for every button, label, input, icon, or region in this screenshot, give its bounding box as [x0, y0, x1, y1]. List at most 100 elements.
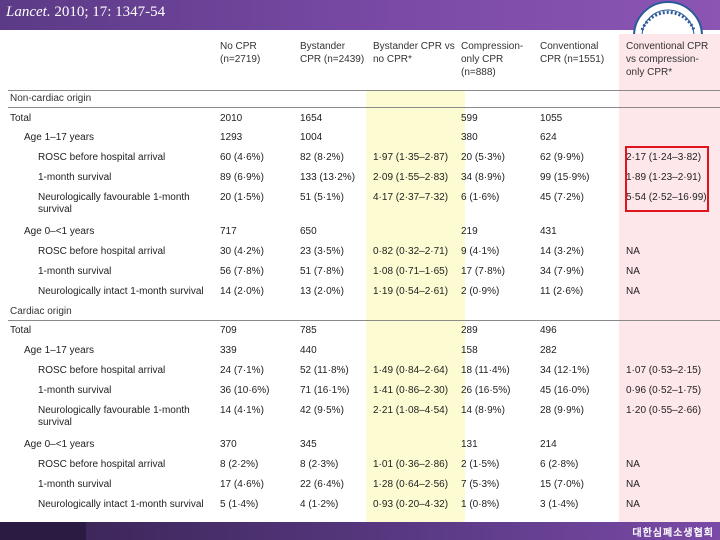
table-cell: 709 [220, 325, 237, 336]
table-cell: 380 [461, 132, 478, 143]
table-cell: 51 (7·8%) [300, 266, 344, 277]
table-cell: 20 (5·3%) [461, 152, 505, 163]
table-cell: 650 [300, 226, 317, 237]
section-header-cardiac: Cardiac origin [10, 306, 72, 317]
table-cell: 45 (7·2%) [540, 192, 584, 203]
section-header-noncardiac: Non-cardiac origin [10, 93, 92, 104]
table-cell: 2010 [220, 113, 243, 124]
section-rule [8, 107, 720, 108]
table-cell: 14 (4·1%) [220, 405, 264, 416]
highlight-conventional-vs-compression [619, 34, 720, 522]
table-row: ROSC before hospital arrival 30 (4·2%) 23 … [8, 245, 720, 259]
table-cell: 34 (7·9%) [540, 266, 584, 277]
row-label: Age 0–<1 years [24, 226, 95, 237]
table-cell: 17 (7·8%) [461, 266, 505, 277]
table-cell: 15 (7·0%) [540, 479, 584, 490]
table-cell: 34 (8·9%) [461, 172, 505, 183]
table-cell: 71 (16·1%) [300, 385, 350, 396]
table-cell: 14 (2·0%) [220, 286, 264, 297]
table-cell: 0·96 (0·52–1·75) [626, 385, 702, 396]
row-label: Age 1–17 years [24, 345, 95, 356]
table-cell: NA [626, 246, 640, 257]
header-rule [8, 90, 720, 91]
table-cell: 7 (5·3%) [461, 479, 500, 490]
table-cell: 1654 [300, 113, 323, 124]
table-cell: 1293 [220, 132, 243, 143]
table-cell: 131 [461, 439, 478, 450]
footer-block [0, 522, 86, 540]
table-cell: NA [626, 499, 640, 510]
highlight-red-box [625, 146, 709, 212]
table-cell: 89 (6·9%) [220, 172, 264, 183]
table-cell: NA [626, 459, 640, 470]
table-cell: 624 [540, 132, 557, 143]
table-cell: 4 (1·2%) [300, 499, 339, 510]
table-cell: 785 [300, 325, 317, 336]
table-cell: 158 [461, 345, 478, 356]
table-row: Neurologically intact 1-month survival 14… [8, 285, 720, 299]
table-cell: NA [626, 286, 640, 297]
row-label: ROSC before hospital arrival [38, 152, 166, 163]
table-cell: 345 [300, 439, 317, 450]
table-cell: 289 [461, 325, 478, 336]
table-row: Age 0–<1 years 717 650 219 431 [8, 225, 720, 239]
table-cell: 36 (10·6%) [220, 385, 270, 396]
table-row: Neurologically favourable 1-month surviva… [8, 191, 720, 215]
title-bar: Lancet. 2010; 17: 1347-54 [0, 0, 720, 30]
table-cell: 1·19 (0·54–2·61) [373, 286, 449, 297]
table-cell: 23 (3·5%) [300, 246, 344, 257]
citation: Lancet. 2010; 17: 1347-54 [6, 4, 165, 21]
row-label: 1-month survival [38, 266, 112, 277]
table-row: Age 1–17 years 1293 1004 380 624 [8, 131, 720, 145]
row-label: 1-month survival [38, 385, 112, 396]
circular-society-seal-icon [628, 0, 708, 34]
table-cell: 30 (4·2%) [220, 246, 264, 257]
table-cell: 2·09 (1·55–2·83) [373, 172, 449, 183]
table-cell: 5 (1·4%) [220, 499, 259, 510]
table-cell: 1·49 (0·84–2·64) [373, 365, 449, 376]
table-row: Age 1–17 years 339 440 158 282 [8, 344, 720, 358]
row-label-continuation: survival [38, 417, 72, 428]
table-row: Age 0–<1 years 370 345 131 214 [8, 438, 720, 452]
table-cell: 1·89 (1·23–2·91) [626, 172, 702, 183]
table-cell: 1·20 (0·55–2·66) [626, 405, 702, 416]
column-header-conventional-vs-compression: Conventional CPR vs compression-only CPR* [626, 41, 709, 78]
table-cell: 56 (7·8%) [220, 266, 264, 277]
row-label: Neurologically intact 1-month survival [38, 286, 204, 297]
row-label: Age 1–17 years [24, 132, 95, 143]
table-cell: 0·82 (0·32–2·71) [373, 246, 449, 257]
table-cell: 1·01 (0·36–2·86) [373, 459, 449, 470]
table-cell: 1055 [540, 113, 563, 124]
table-cell: 717 [220, 226, 237, 237]
row-label: 1-month survival [38, 172, 112, 183]
table-cell: 8 (2·3%) [300, 459, 339, 470]
society-name: 대한심폐소생협회 [632, 528, 714, 539]
table-row: ROSC before hospital arrival 24 (7·1%) 52 … [8, 364, 720, 378]
table-row: Neurologically intact 1-month survival 5 … [8, 498, 720, 512]
table-row: ROSC before hospital arrival 60 (4·6%) 82 … [8, 151, 720, 165]
table-cell: 8 (2·2%) [220, 459, 259, 470]
table-cell: 3 (1·4%) [540, 499, 579, 510]
table-cell: 1·28 (0·64–2·56) [373, 479, 449, 490]
table-cell: 599 [461, 113, 478, 124]
table-cell: 51 (5·1%) [300, 192, 344, 203]
row-label: Total [10, 325, 32, 336]
table-cell: 17 (4·6%) [220, 479, 264, 490]
table-cell: 2·21 (1·08–4·54) [373, 405, 449, 416]
row-label-continuation: survival [38, 204, 72, 215]
table-cell: 5·54 (2·52–16·99) [626, 192, 707, 203]
table-cell: 22 (6·4%) [300, 479, 344, 490]
table-cell: 20 (1·5%) [220, 192, 264, 203]
row-label: Neurologically intact 1-month survival [38, 499, 204, 510]
table-cell: 1·08 (0·71–1·65) [373, 266, 449, 277]
table-cell: 1·97 (1·35–2·87) [373, 152, 449, 163]
row-label: ROSC before hospital arrival [38, 246, 166, 257]
table-cell: 99 (15·9%) [540, 172, 590, 183]
column-header-bystander-cpr: Bystander CPR (n=2439) [300, 41, 365, 65]
table-cell: 45 (16·0%) [540, 385, 590, 396]
table-row: 1-month survival 89 (6·9%) 133 (13·2%) 2·09… [8, 171, 720, 185]
table-row: ROSC before hospital arrival 8 (2·2%) 8 (2… [8, 458, 720, 472]
table-cell: 34 (12·1%) [540, 365, 590, 376]
table-cell: 4·17 (2·37–7·32) [373, 192, 449, 203]
row-label: ROSC before hospital arrival [38, 459, 166, 470]
